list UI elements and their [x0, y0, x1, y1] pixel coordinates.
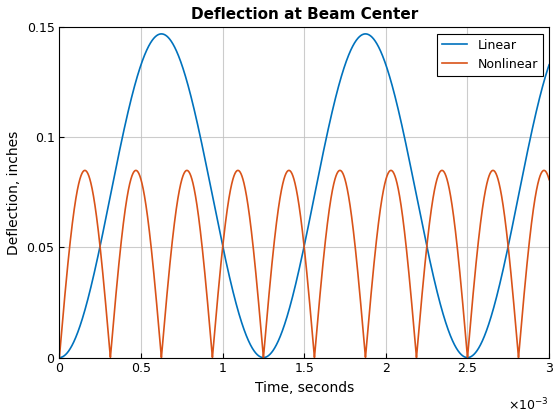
- Line: Linear: Linear: [59, 34, 549, 357]
- Linear: [296, 268, 302, 273]
- X-axis label: Time, seconds: Time, seconds: [255, 381, 354, 395]
- Linear: [85, 294, 92, 299]
- Nonlinear: [85, 173, 92, 178]
- Nonlinear: [296, 202, 302, 207]
- Linear: [56, 355, 63, 360]
- Nonlinear: [286, 168, 292, 173]
- Nonlinear: [58, 330, 65, 335]
- Text: $\times10^{-3}$: $\times10^{-3}$: [508, 396, 549, 413]
- Nonlinear: [520, 302, 526, 307]
- Linear: [520, 170, 526, 175]
- Title: Deflection at Beam Center: Deflection at Beam Center: [190, 7, 418, 22]
- Line: Nonlinear: Nonlinear: [59, 171, 549, 357]
- Nonlinear: [152, 287, 158, 292]
- Linear: [546, 62, 553, 67]
- Linear: [158, 32, 165, 37]
- Linear: [76, 325, 83, 330]
- Nonlinear: [546, 177, 553, 182]
- Legend: Linear, Nonlinear: Linear, Nonlinear: [437, 34, 543, 76]
- Linear: [152, 34, 158, 39]
- Y-axis label: Deflection, inches: Deflection, inches: [7, 130, 21, 255]
- Nonlinear: [76, 178, 83, 183]
- Linear: [58, 354, 65, 360]
- Nonlinear: [56, 355, 63, 360]
